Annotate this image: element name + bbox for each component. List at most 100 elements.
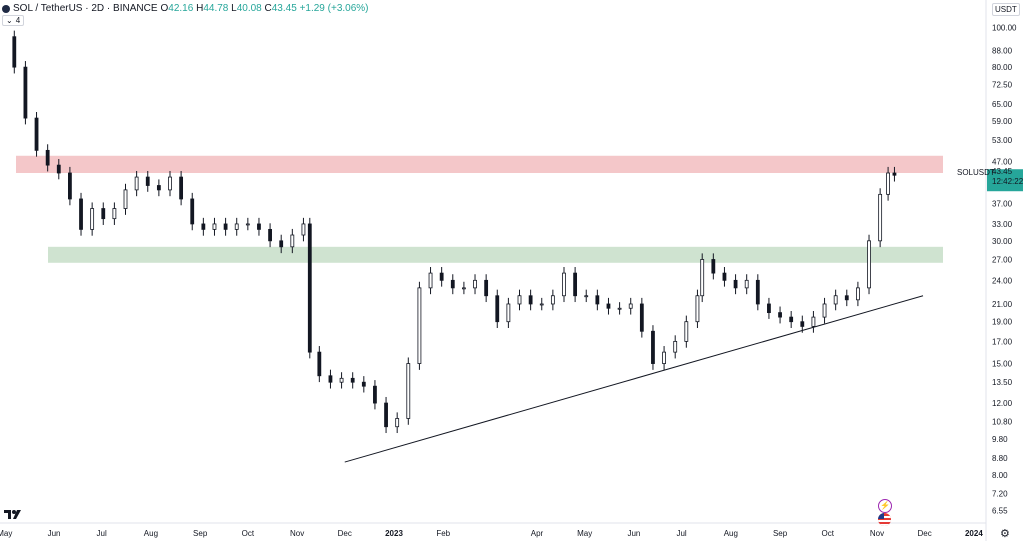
open-value: 42.16 — [168, 3, 194, 14]
y-tick-label: 59.00 — [992, 117, 1013, 126]
last-price-badge — [987, 169, 1023, 192]
x-tick-label: 2024 — [965, 529, 983, 538]
candle-body — [844, 295, 849, 301]
candle-body — [439, 272, 444, 281]
candle-body — [878, 193, 883, 242]
candle-body — [223, 223, 228, 230]
x-tick-label: Aug — [724, 529, 738, 538]
y-tick-label: 53.00 — [992, 136, 1013, 145]
candle-body — [339, 377, 344, 383]
y-tick-label: 8.00 — [992, 471, 1008, 480]
candle-body — [395, 418, 400, 428]
candle-body — [212, 223, 217, 230]
candle-body — [428, 272, 433, 289]
candle-body — [56, 164, 61, 174]
candle-body — [662, 351, 666, 364]
candle-body — [550, 295, 555, 305]
candle-body — [886, 172, 890, 195]
x-tick-label: Dec — [338, 529, 352, 538]
y-tick-label: 9.80 — [992, 435, 1008, 444]
candle-body — [778, 312, 782, 318]
y-tick-label: 21.00 — [992, 300, 1013, 309]
candle-body — [450, 279, 455, 289]
high-value: 44.78 — [203, 3, 229, 14]
candle-body — [301, 223, 306, 236]
candle-body — [168, 176, 172, 191]
candle-body — [755, 279, 760, 305]
candle-body — [700, 259, 705, 297]
tradingview-logo-icon[interactable] — [4, 508, 24, 520]
y-tick-label: 100.00 — [992, 24, 1017, 33]
candle-body — [279, 240, 284, 248]
bar-countdown: 12:42:22 — [992, 177, 1024, 186]
us-flag-icon[interactable] — [878, 513, 891, 526]
candle-body — [856, 287, 860, 301]
y-tick-label: 7.20 — [992, 490, 1008, 499]
x-tick-label: Jul — [97, 529, 107, 538]
y-tick-label: 27.00 — [992, 255, 1013, 264]
trendline — [344, 295, 924, 463]
candle-body — [722, 272, 727, 281]
last-price: 43.45 — [992, 167, 1013, 176]
y-tick-label: 19.00 — [992, 318, 1013, 327]
candle-body — [317, 351, 322, 377]
y-tick-label: 13.50 — [992, 378, 1013, 387]
candle-body — [484, 279, 489, 297]
candle-body — [711, 259, 716, 274]
candle-body — [462, 287, 466, 290]
x-tick-label: Jun — [48, 529, 61, 538]
x-tick-label: Sep — [773, 529, 788, 538]
y-tick-label: 8.80 — [992, 454, 1008, 463]
candle-body — [90, 208, 95, 230]
close-value: 43.45 — [271, 3, 297, 14]
close-label: C — [264, 3, 272, 14]
candle-body — [361, 381, 366, 387]
y-tick-label: 17.00 — [992, 337, 1013, 346]
candle-body — [528, 295, 533, 305]
low-label: L — [231, 3, 237, 14]
symbol-title[interactable]: SOL / TetherUS · 2D · BINANCE — [13, 3, 158, 14]
y-tick-label: 15.00 — [992, 360, 1013, 369]
x-tick-label: Jul — [676, 529, 686, 538]
candle-body — [79, 198, 83, 230]
x-tick-label: Nov — [290, 529, 304, 538]
candle-body — [562, 272, 566, 297]
indicators-toggle[interactable]: ⌄ 4 — [2, 15, 25, 26]
y-tick-label: 37.00 — [992, 200, 1013, 209]
x-tick-label: Nov — [870, 529, 884, 538]
candle-body — [134, 176, 139, 191]
candle-body — [68, 172, 72, 200]
candle-body — [307, 223, 312, 353]
gear-icon[interactable]: ⚙ — [1000, 528, 1010, 540]
y-tick-label: 33.00 — [992, 220, 1013, 229]
candle-body — [595, 295, 600, 305]
x-tick-label: Sep — [193, 529, 208, 538]
x-tick-label: Jun — [627, 529, 640, 538]
y-tick-label: 30.00 — [992, 237, 1013, 246]
candle-body — [34, 117, 39, 151]
candle-body — [201, 223, 206, 230]
y-tick-label: 65.00 — [992, 100, 1013, 109]
change-value: +1.29 (+3.06%) — [299, 3, 369, 14]
candle-body — [268, 228, 272, 242]
candle-body — [12, 36, 17, 68]
candle-body — [406, 363, 411, 419]
y-tick-label: 6.55 — [992, 506, 1008, 515]
x-tick-label: Apr — [531, 529, 544, 538]
candle-body — [606, 303, 611, 309]
candle-body — [573, 272, 578, 297]
candle-body — [417, 287, 422, 364]
candle-body — [190, 198, 195, 225]
candle-body — [617, 307, 622, 310]
lightning-icon[interactable]: ⚡ — [878, 499, 892, 513]
candle-body — [245, 223, 250, 226]
currency-selector[interactable]: USDT — [992, 3, 1020, 16]
candle-body — [744, 279, 749, 289]
candle-body — [506, 303, 511, 323]
resistance-zone — [16, 155, 943, 174]
candle-body — [350, 377, 355, 383]
candle-body — [639, 303, 644, 332]
candle-body — [767, 303, 771, 314]
candle-body — [833, 295, 838, 305]
